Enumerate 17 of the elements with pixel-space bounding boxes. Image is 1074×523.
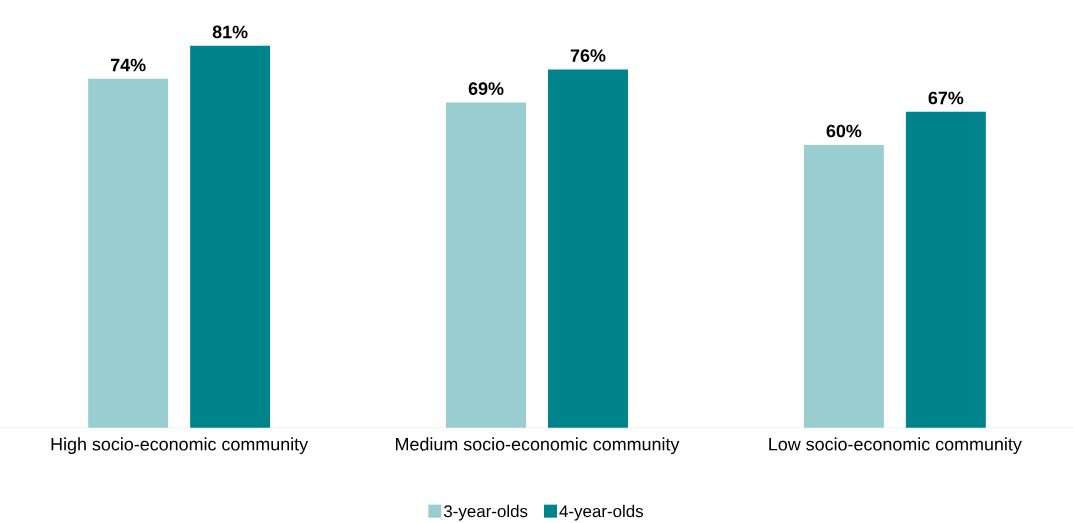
data-label: 67%	[928, 91, 964, 105]
x-tick-label: Medium socio-economic community	[396, 437, 680, 455]
x-tick-label: High socio-economic community	[51, 437, 309, 455]
data-label: 81%	[212, 25, 248, 39]
bar	[190, 46, 271, 429]
x-tick-label: Low socio-economic community	[769, 437, 1022, 455]
data-label: 74%	[110, 58, 146, 72]
legend-label: 4-year-olds	[559, 505, 644, 521]
data-label: 69%	[468, 82, 504, 96]
bar	[548, 69, 628, 429]
bar	[88, 79, 169, 429]
data-label: 76%	[570, 49, 606, 63]
bar	[905, 112, 986, 429]
bar	[446, 102, 527, 429]
data-label: 60%	[826, 124, 862, 138]
bar	[803, 145, 884, 429]
legend-label: 3-year-olds	[443, 505, 528, 521]
